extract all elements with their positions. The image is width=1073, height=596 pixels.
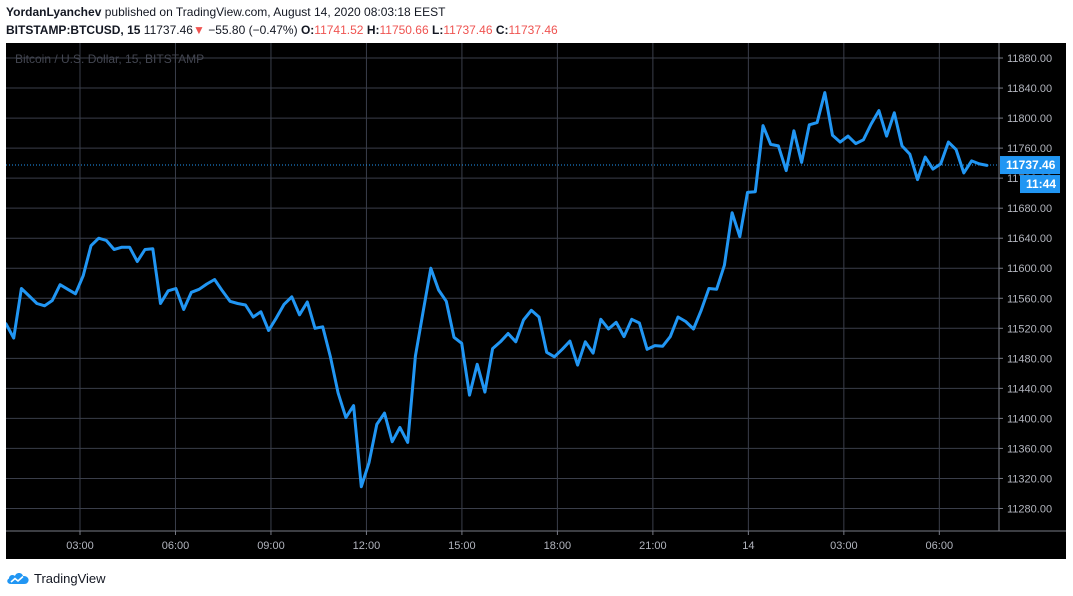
- countdown-value: 11:44: [1026, 177, 1056, 191]
- y-tick-label: 11760.00: [1007, 143, 1052, 155]
- y-tick-label: 11480.00: [1007, 353, 1052, 365]
- price-axis[interactable]: 11880.0011840.0011800.0011760.0011720.00…: [999, 53, 1052, 515]
- last-price: 11737.46: [143, 23, 193, 37]
- y-tick-label: 11880.00: [1007, 53, 1052, 65]
- chart-header: YordanLyanchev published on TradingView.…: [6, 4, 1066, 38]
- y-tick-label: 11640.00: [1007, 233, 1052, 245]
- close-label: C:: [495, 23, 509, 37]
- x-tick-label: 03:00: [66, 540, 94, 552]
- open-value: 11741.52: [314, 23, 364, 37]
- footer: TradingView: [6, 568, 106, 588]
- published-text: published on TradingView.com, August 14,…: [104, 5, 446, 19]
- tradingview-cloud-icon[interactable]: [6, 571, 30, 585]
- series-layer: [4, 91, 989, 489]
- chart-watermark: Bitcoin / U.S. Dollar, 15, BITSTAMP: [15, 52, 204, 66]
- y-tick-label: 11600.00: [1007, 263, 1052, 275]
- low-value: 11737.46: [443, 23, 493, 37]
- x-tick-label: 15:00: [448, 540, 476, 552]
- high-value: 11750.66: [379, 23, 429, 37]
- y-tick-label: 11400.00: [1007, 413, 1052, 425]
- x-tick-label: 18:00: [544, 540, 572, 552]
- low-label: L:: [432, 23, 444, 37]
- down-arrow-icon: ▼: [192, 23, 205, 37]
- y-tick-label: 11680.00: [1007, 203, 1052, 215]
- chart-container[interactable]: Bitcoin / U.S. Dollar, 15, BITSTAMP 1188…: [4, 43, 1066, 559]
- price-tag-value: 11737.46: [1006, 158, 1056, 172]
- footer-brand[interactable]: TradingView: [34, 570, 106, 586]
- y-tick-label: 11840.00: [1007, 83, 1052, 95]
- ohlc-legend: BITSTAMP:BTCUSD, 15 11737.46▼ −55.80 (−0…: [6, 22, 1066, 38]
- y-tick-label: 11440.00: [1007, 383, 1052, 395]
- x-tick-label: 12:00: [353, 540, 381, 552]
- price-change: −55.80 (−0.47%): [208, 23, 298, 37]
- symbol-label[interactable]: BITSTAMP:BTCUSD, 15: [6, 23, 141, 37]
- y-tick-label: 11280.00: [1007, 503, 1052, 515]
- chart-background: [6, 43, 1066, 559]
- y-tick-label: 11360.00: [1007, 443, 1052, 455]
- x-tick-label: 14: [742, 540, 754, 552]
- x-tick-label: 03:00: [830, 540, 858, 552]
- x-tick-label: 09:00: [257, 540, 285, 552]
- close-value: 11737.46: [508, 23, 558, 37]
- countdown-box: [1020, 175, 1060, 194]
- x-tick-label: 06:00: [162, 540, 190, 552]
- high-label: H:: [366, 23, 380, 37]
- open-label: O:: [300, 23, 315, 37]
- y-tick-label: 11520.00: [1007, 323, 1052, 335]
- series-line: [4, 91, 989, 489]
- y-tick-label: 11560.00: [1007, 293, 1052, 305]
- publish-line: YordanLyanchev published on TradingView.…: [6, 4, 1066, 20]
- x-tick-label: 21:00: [639, 540, 667, 552]
- grid-lines: [6, 43, 999, 531]
- x-tick-label: 06:00: [926, 540, 954, 552]
- y-tick-label: 11320.00: [1007, 473, 1052, 485]
- y-tick-label: 11800.00: [1007, 113, 1052, 125]
- time-axis[interactable]: 03:00 06:00 09:00 12:00 15:00 18:00 21:00 14 03:…: [66, 531, 953, 552]
- price-tag: 11737.46 11:44: [1000, 156, 1060, 194]
- price-chart[interactable]: Bitcoin / U.S. Dollar, 15, BITSTAMP 1188…: [4, 43, 1066, 559]
- author-name[interactable]: YordanLyanchev: [6, 5, 102, 19]
- price-tag-box: [1000, 156, 1060, 175]
